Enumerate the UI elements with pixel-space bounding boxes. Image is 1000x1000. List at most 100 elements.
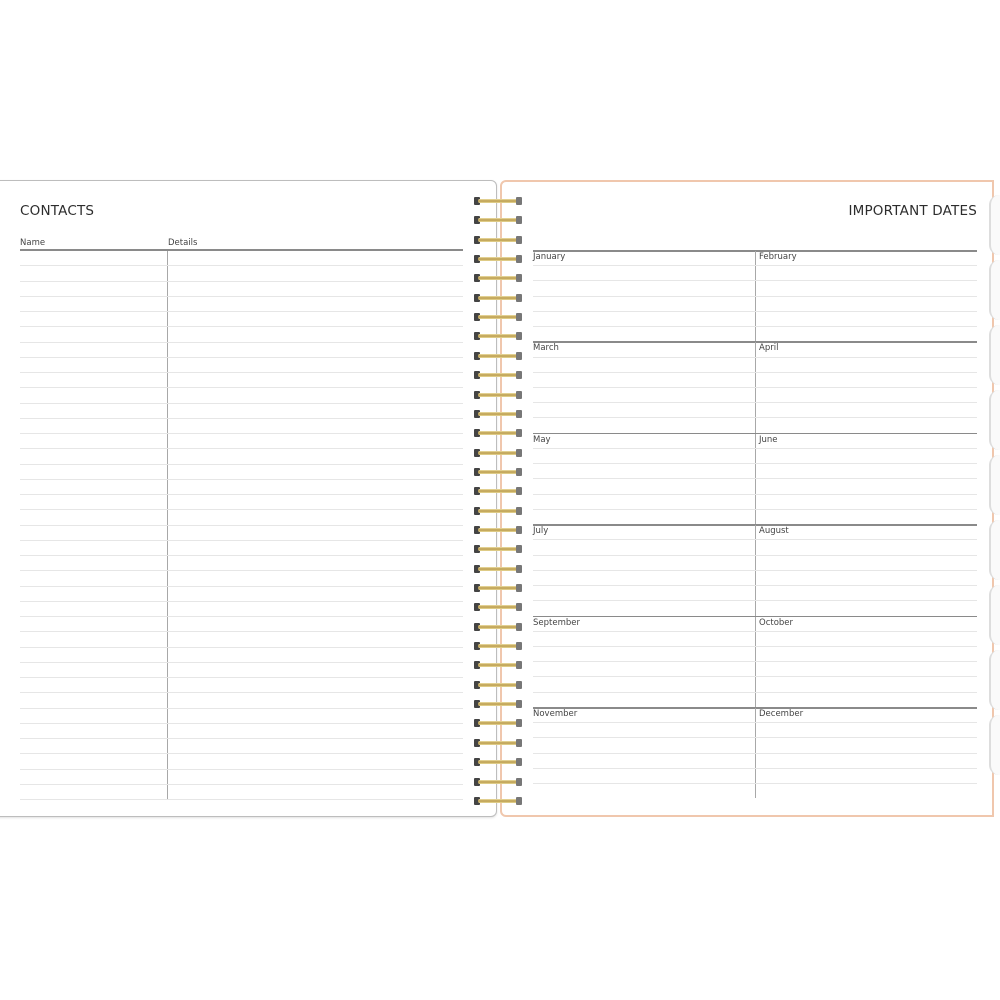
contact-row-line[interactable] bbox=[20, 524, 463, 526]
divider-tab-edge[interactable] bbox=[989, 195, 1000, 255]
month-entry-line[interactable] bbox=[533, 539, 977, 541]
month-label-october: October bbox=[759, 617, 794, 628]
spiral-ring bbox=[474, 235, 522, 244]
spiral-ring bbox=[474, 758, 522, 767]
contact-row-line[interactable] bbox=[20, 585, 463, 587]
spiral-ring bbox=[474, 448, 522, 457]
contacts-header-rule bbox=[20, 249, 463, 251]
contact-row-line[interactable] bbox=[20, 448, 463, 450]
contact-row-line[interactable] bbox=[20, 646, 463, 648]
month-entry-line[interactable] bbox=[533, 448, 977, 449]
spiral-ring bbox=[474, 603, 522, 612]
month-entry-line[interactable] bbox=[533, 356, 977, 358]
divider-tab-edge[interactable] bbox=[989, 585, 1000, 645]
month-entry-line[interactable] bbox=[533, 783, 977, 784]
divider-tab-edge[interactable] bbox=[989, 390, 1000, 450]
spiral-ring bbox=[474, 506, 522, 515]
month-section-rule bbox=[533, 615, 977, 618]
contact-row-line[interactable] bbox=[20, 356, 463, 358]
divider-tab-edge[interactable] bbox=[989, 520, 1000, 580]
contact-row-line[interactable] bbox=[20, 600, 463, 602]
contact-row-line[interactable] bbox=[20, 478, 463, 480]
contact-row-line[interactable] bbox=[20, 707, 463, 709]
divider-tab-edge[interactable] bbox=[989, 325, 1000, 385]
month-entry-line[interactable] bbox=[533, 326, 977, 327]
month-entry-line[interactable] bbox=[533, 737, 977, 739]
month-entry-line[interactable] bbox=[533, 478, 977, 480]
month-entry-line[interactable] bbox=[533, 280, 977, 282]
contact-row-line[interactable] bbox=[20, 387, 463, 389]
month-label-august: August bbox=[759, 526, 789, 537]
contact-row-line[interactable] bbox=[20, 692, 463, 694]
spiral-ring bbox=[474, 642, 522, 651]
contact-row-line[interactable] bbox=[20, 631, 463, 633]
month-entry-line[interactable] bbox=[533, 661, 977, 663]
contact-row-line[interactable] bbox=[20, 722, 463, 724]
spiral-ring bbox=[474, 429, 522, 438]
month-entry-line[interactable] bbox=[533, 463, 977, 465]
contact-row-line[interactable] bbox=[20, 494, 463, 495]
month-entry-line[interactable] bbox=[533, 265, 977, 267]
month-entry-line[interactable] bbox=[533, 493, 977, 495]
contact-row-line[interactable] bbox=[20, 265, 463, 267]
contact-row-line[interactable] bbox=[20, 311, 463, 312]
contacts-title: CONTACTS bbox=[20, 203, 95, 219]
month-label-july: July bbox=[533, 526, 549, 537]
month-entry-line[interactable] bbox=[533, 402, 977, 404]
important-dates-title: IMPORTANT DATES bbox=[848, 203, 977, 219]
month-entry-line[interactable] bbox=[533, 554, 977, 556]
month-entry-line[interactable] bbox=[533, 691, 977, 693]
contact-row-line[interactable] bbox=[20, 555, 463, 556]
spiral-ring bbox=[474, 255, 522, 264]
month-entry-line[interactable] bbox=[533, 646, 977, 647]
month-entry-line[interactable] bbox=[533, 676, 977, 678]
contact-row-line[interactable] bbox=[20, 280, 463, 282]
month-label-december: December bbox=[759, 709, 804, 719]
spiral-ring bbox=[474, 584, 522, 592]
divider-tab-edge[interactable] bbox=[989, 650, 1000, 710]
contact-row-line[interactable] bbox=[20, 341, 463, 343]
contact-row-line[interactable] bbox=[20, 417, 463, 419]
contact-row-line[interactable] bbox=[20, 753, 463, 755]
month-entry-line[interactable] bbox=[533, 310, 977, 312]
spiral-ring bbox=[474, 564, 522, 573]
contact-row-line[interactable] bbox=[20, 677, 463, 678]
contact-row-line[interactable] bbox=[20, 783, 463, 785]
contact-row-line[interactable] bbox=[20, 661, 463, 663]
contact-row-line[interactable] bbox=[20, 295, 463, 297]
month-entry-line[interactable] bbox=[533, 585, 977, 586]
divider-tab-edge[interactable] bbox=[989, 260, 1000, 320]
contact-row-line[interactable] bbox=[20, 738, 463, 739]
contact-row-line[interactable] bbox=[20, 509, 463, 511]
contact-row-line[interactable] bbox=[20, 768, 463, 770]
month-label-march: March bbox=[533, 343, 559, 354]
month-section-rule bbox=[533, 432, 977, 435]
month-entry-line[interactable] bbox=[533, 767, 977, 769]
month-entry-line[interactable] bbox=[533, 417, 977, 419]
month-entry-line[interactable] bbox=[533, 569, 977, 571]
month-entry-line[interactable] bbox=[533, 387, 977, 388]
contact-row-line[interactable] bbox=[20, 326, 463, 328]
month-entry-line[interactable] bbox=[533, 295, 977, 297]
month-entry-line[interactable] bbox=[533, 630, 977, 632]
month-label-may: May bbox=[533, 434, 551, 445]
contact-row-line[interactable] bbox=[20, 463, 463, 465]
spiral-ring bbox=[474, 409, 522, 418]
month-entry-line[interactable] bbox=[533, 371, 977, 373]
spiral-ring bbox=[474, 487, 522, 496]
contact-row-line[interactable] bbox=[20, 433, 463, 434]
spiral-ring bbox=[474, 197, 522, 205]
contact-row-line[interactable] bbox=[20, 402, 463, 404]
month-entry-line[interactable] bbox=[533, 752, 977, 754]
month-entry-line[interactable] bbox=[533, 600, 977, 602]
contact-row-line[interactable] bbox=[20, 799, 463, 800]
month-label-september: September bbox=[533, 617, 580, 628]
divider-tab-edge[interactable] bbox=[989, 715, 1000, 775]
contact-row-line[interactable] bbox=[20, 372, 463, 373]
divider-tab-edge[interactable] bbox=[989, 455, 1000, 515]
contact-row-line[interactable] bbox=[20, 570, 463, 572]
contact-row-line[interactable] bbox=[20, 616, 463, 617]
month-entry-line[interactable] bbox=[533, 722, 977, 724]
month-entry-line[interactable] bbox=[533, 508, 977, 510]
contact-row-line[interactable] bbox=[20, 539, 463, 541]
